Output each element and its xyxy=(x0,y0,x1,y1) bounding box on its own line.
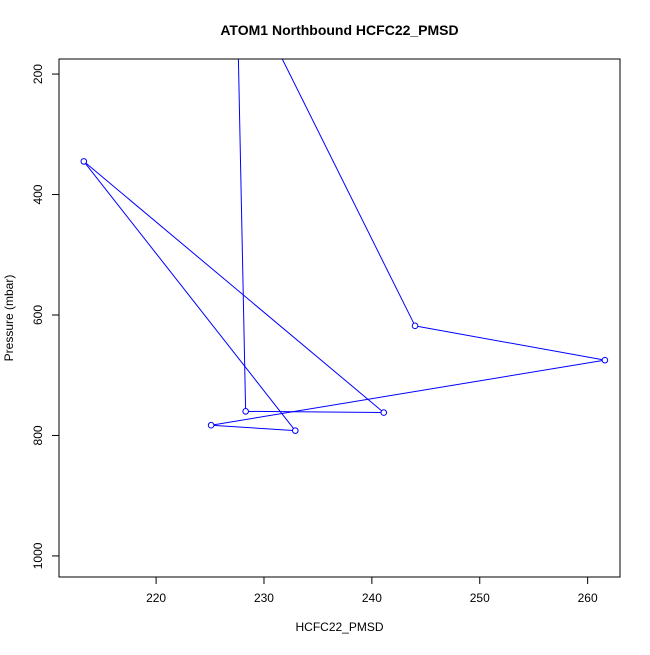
x-tick-label: 220 xyxy=(146,591,166,605)
series-line-segment xyxy=(281,59,416,327)
series-line-segment xyxy=(83,161,296,431)
y-tick-label: 1000 xyxy=(31,542,45,569)
plot-frame xyxy=(58,58,621,578)
y-tick-label: 200 xyxy=(31,64,45,84)
x-tick-label: 250 xyxy=(470,591,490,605)
series-line-segment xyxy=(211,359,605,426)
x-axis-label: HCFC22_PMSD xyxy=(295,620,383,634)
data-point xyxy=(207,421,215,429)
data-point xyxy=(242,408,249,415)
x-tick-label: 260 xyxy=(578,591,598,605)
data-point xyxy=(291,427,299,434)
data-point xyxy=(380,409,388,416)
data-point xyxy=(80,158,88,165)
data-point xyxy=(411,322,419,330)
x-tick-label: 240 xyxy=(362,591,382,605)
data-point xyxy=(601,356,609,364)
series-line-segment xyxy=(237,59,247,412)
y-tick-label: 400 xyxy=(31,184,45,204)
x-tick-label: 230 xyxy=(254,591,274,605)
y-axis: 200 400 600 800 1000 xyxy=(31,64,59,569)
x-axis: 220 230 240 250 260 xyxy=(146,577,598,605)
y-axis-label: Pressure (mbar) xyxy=(2,275,16,362)
series-line-segment xyxy=(83,161,385,413)
series-line-segment xyxy=(211,424,296,432)
y-tick-label: 800 xyxy=(31,425,45,445)
y-tick-label: 600 xyxy=(31,305,45,325)
series-line-segment xyxy=(245,410,384,414)
series-line-segment xyxy=(414,325,605,361)
chart-title: ATOM1 Northbound HCFC22_PMSD xyxy=(220,22,458,38)
plot-area xyxy=(80,59,609,434)
